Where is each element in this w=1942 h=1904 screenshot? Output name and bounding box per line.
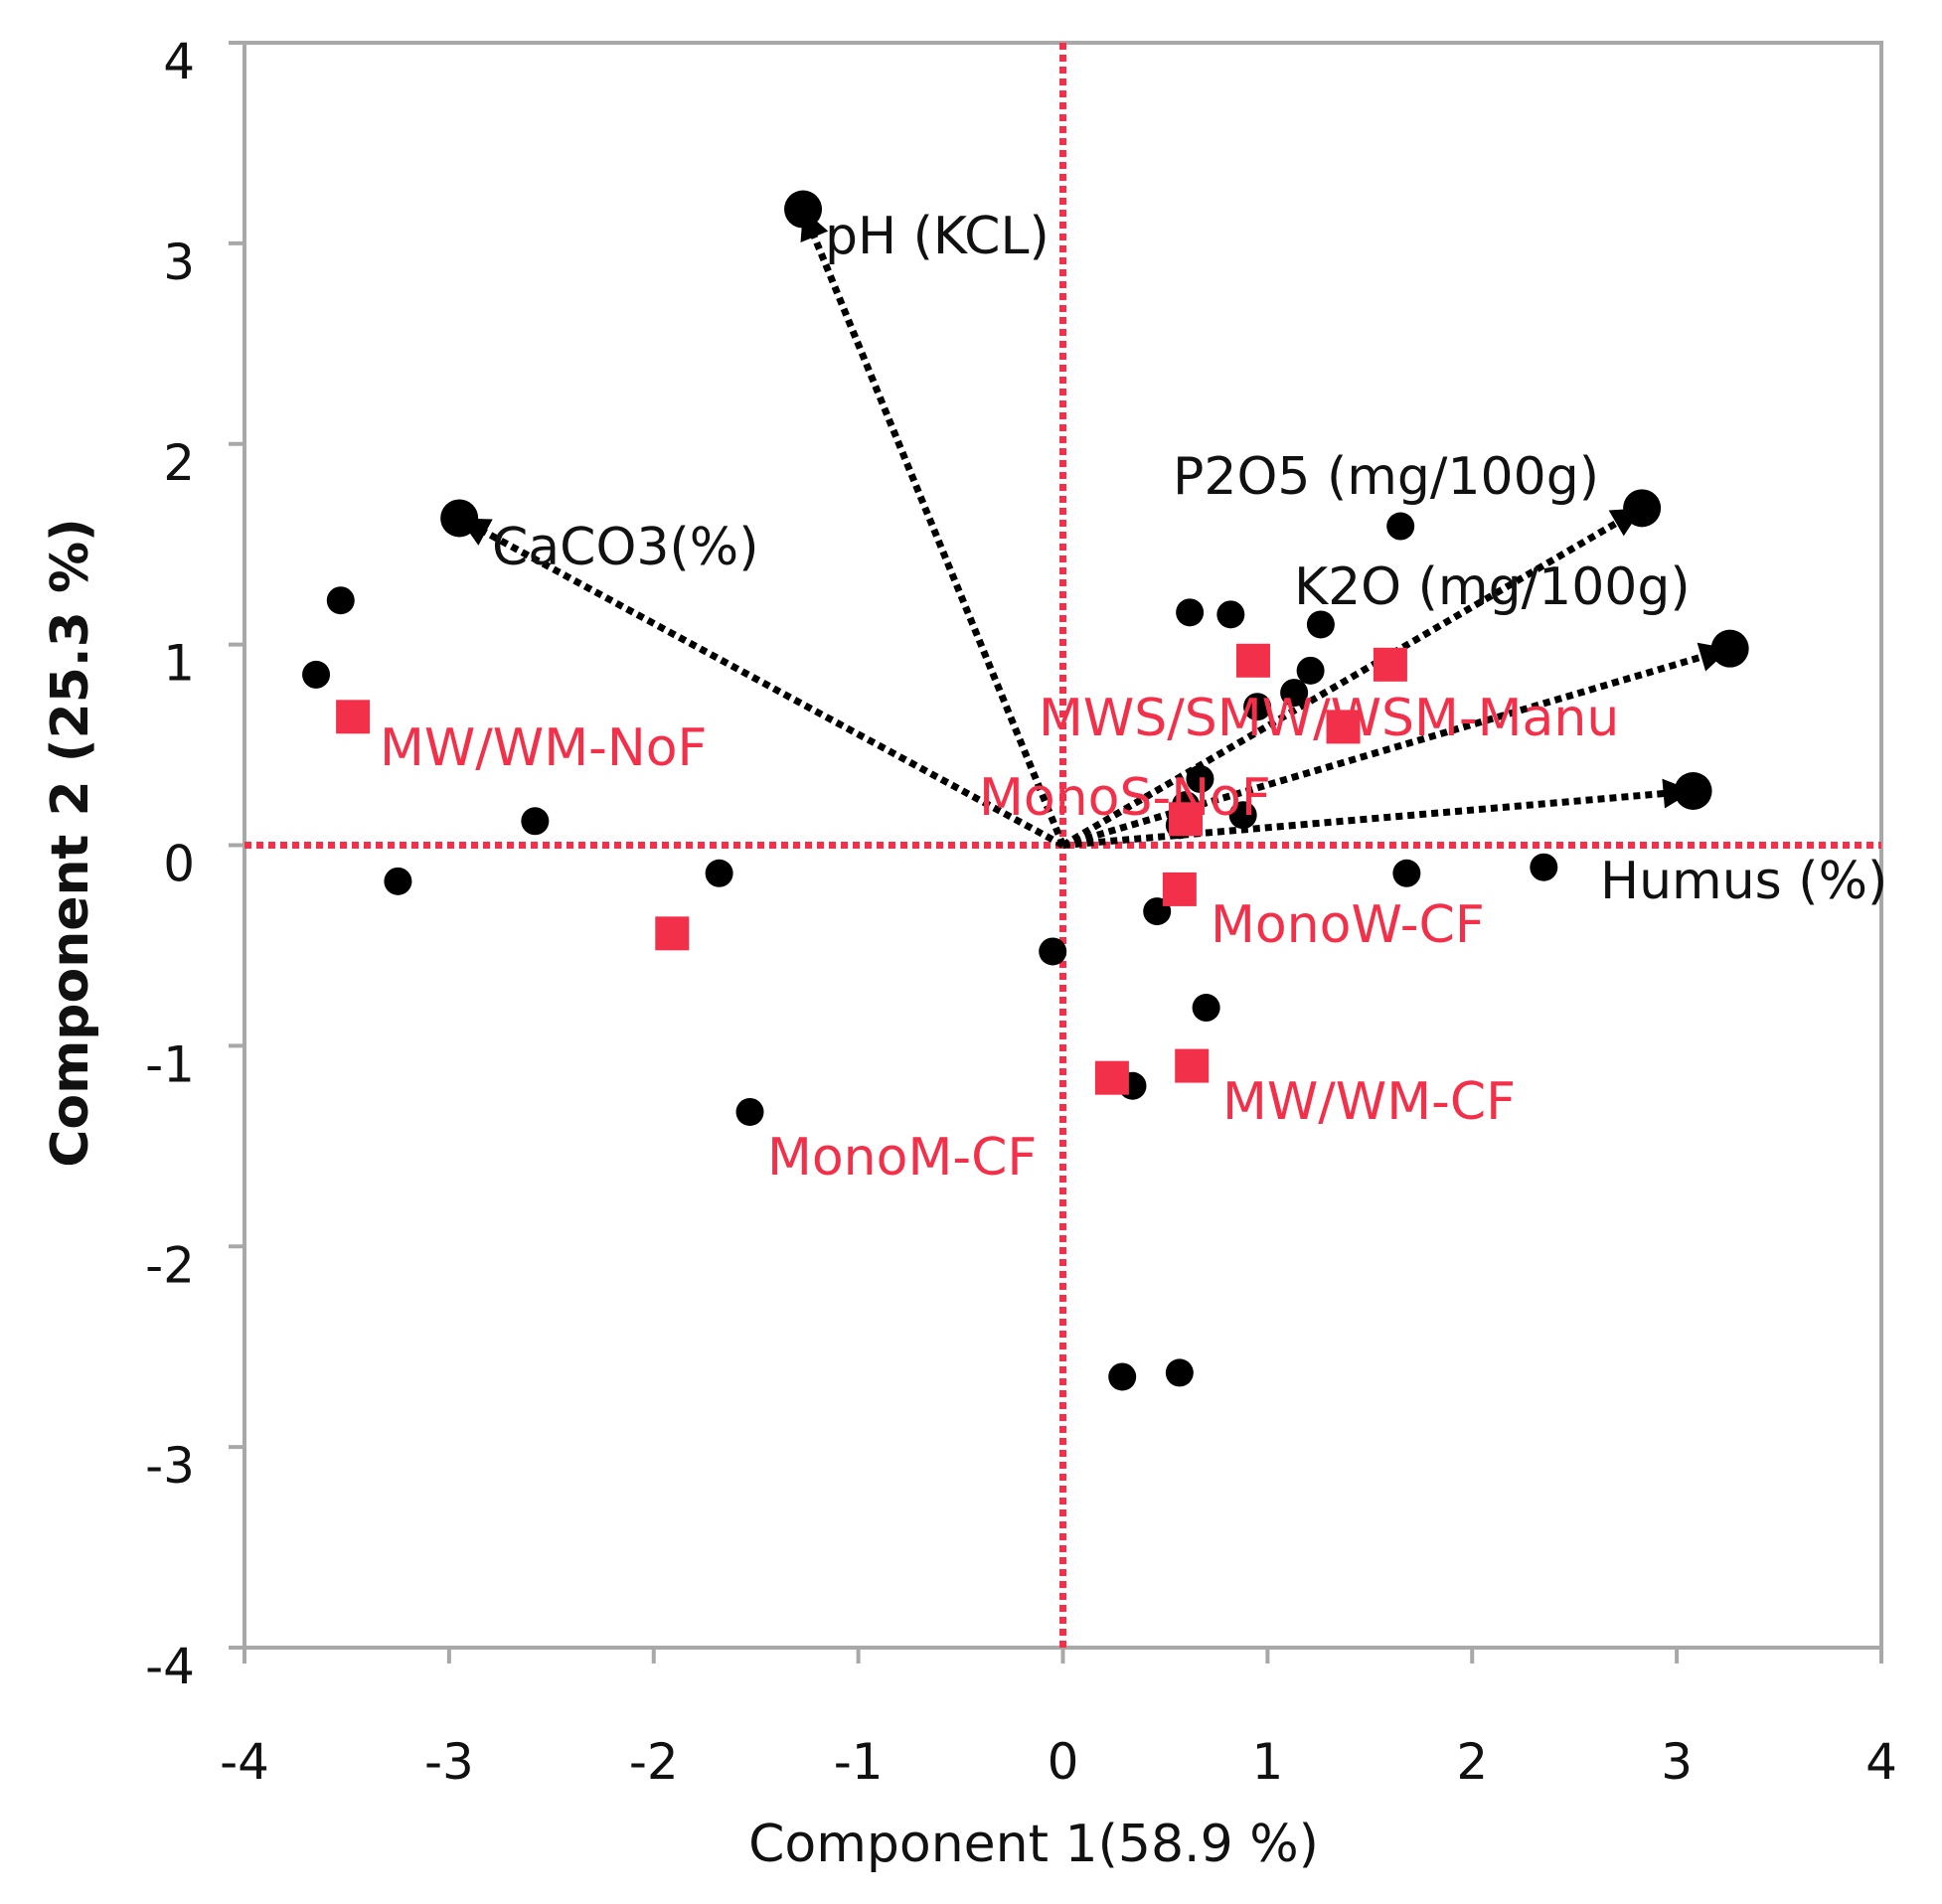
observation-point	[1176, 598, 1205, 627]
x-tick-label: 2	[1456, 1733, 1488, 1791]
loading-label: K2O (mg/100g)	[1294, 557, 1691, 617]
x-tick-label: -2	[629, 1733, 679, 1791]
observation-point	[1386, 512, 1415, 541]
loading-label: pH (KCL)	[825, 207, 1050, 266]
x-tick-label: 0	[1048, 1733, 1079, 1791]
treatment-marker	[1235, 643, 1270, 678]
treatment-label: MW/WM-NoF	[380, 718, 707, 778]
treatment-marker	[1169, 802, 1204, 837]
y-tick-label: -3	[145, 1437, 195, 1495]
observation-point	[1392, 859, 1421, 887]
y-tick-label: -1	[145, 1035, 195, 1093]
observation-point	[1216, 600, 1245, 629]
loading-endpoint	[440, 499, 479, 538]
treatment-marker	[1094, 1060, 1129, 1095]
observation-point	[705, 859, 733, 887]
treatment-marker	[1373, 647, 1407, 682]
observation-point	[521, 807, 550, 836]
axis-ticks	[229, 41, 1883, 1664]
observation-point	[302, 660, 331, 689]
x-axis-title: Component 1(58.9 %)	[748, 1815, 1319, 1874]
loading-vectors	[440, 190, 1749, 849]
x-tick-label: -3	[424, 1733, 474, 1791]
loading-vector	[1062, 787, 1694, 849]
treatment-markers	[336, 643, 1407, 1095]
observation-point	[1243, 693, 1272, 721]
observation-points	[302, 512, 1558, 1391]
tick-labels: -4 -3 -2 -1 0 1 2 3 4 -4 -3 -2 -1 0 1 2 3 4	[145, 33, 1897, 1791]
x-tick-label: 3	[1661, 1733, 1693, 1791]
observation-point	[1296, 656, 1325, 685]
y-tick-label: 4	[163, 33, 195, 90]
observation-point	[1306, 610, 1335, 639]
treatment-label: MonoS-NoF	[979, 768, 1271, 828]
y-axis-title: Component 2 (25.3 %)	[41, 518, 100, 1168]
observation-point	[735, 1097, 764, 1126]
x-tick-label: -1	[834, 1733, 884, 1791]
loading-vector	[799, 208, 1066, 847]
observation-point	[1039, 937, 1067, 966]
observation-point	[1108, 1362, 1137, 1391]
loading-label: CaCO3(%)	[492, 518, 758, 577]
y-tick-label: 2	[163, 434, 195, 492]
treatment-label: MWS/SMW/WSM-Manu	[1039, 689, 1619, 748]
loading-endpoint	[784, 190, 823, 229]
treatment-label: MonoM-CF	[767, 1128, 1037, 1188]
observation-point	[1530, 853, 1558, 881]
observation-point	[1165, 1358, 1194, 1387]
observation-point	[1228, 801, 1257, 830]
loading-label: Humus (%)	[1600, 852, 1887, 911]
treatment-marker	[1326, 710, 1361, 744]
x-tick-label: 1	[1251, 1733, 1283, 1791]
y-tick-label: -4	[145, 1638, 195, 1695]
observation-point	[1186, 764, 1214, 793]
treatment-marker	[1162, 872, 1197, 906]
treatment-marker	[1175, 1048, 1210, 1083]
loading-endpoint	[1710, 629, 1749, 668]
observation-point	[326, 586, 355, 615]
treatment-labels: MW/WM-NoF MWS/SMW/WSM-Manu MonoS-NoF MonoW-…	[380, 689, 1619, 1188]
y-tick-label: 3	[163, 234, 195, 291]
loading-vector	[1060, 505, 1644, 849]
y-tick-label: -2	[145, 1236, 195, 1294]
y-tick-label: 1	[163, 635, 195, 693]
loading-vector	[1061, 645, 1731, 849]
treatment-label: MonoW-CF	[1211, 895, 1485, 955]
observation-point	[384, 867, 412, 895]
treatment-label: MW/WM-CF	[1222, 1072, 1516, 1132]
treatment-marker	[655, 916, 690, 951]
treatment-marker	[336, 700, 371, 734]
x-tick-label: 4	[1865, 1733, 1897, 1791]
observation-point	[1192, 994, 1220, 1023]
loading-labels: pH (KCL) CaCO3(%) P2O5 (mg/100g) K2O (mg/10…	[492, 207, 1887, 911]
loading-endpoint	[1623, 489, 1662, 528]
x-tick-label: -4	[220, 1733, 269, 1791]
loading-endpoint	[1674, 771, 1712, 810]
y-tick-label: 0	[163, 836, 195, 893]
loading-label: P2O5 (mg/100g)	[1173, 447, 1599, 507]
observation-point	[1280, 679, 1309, 708]
